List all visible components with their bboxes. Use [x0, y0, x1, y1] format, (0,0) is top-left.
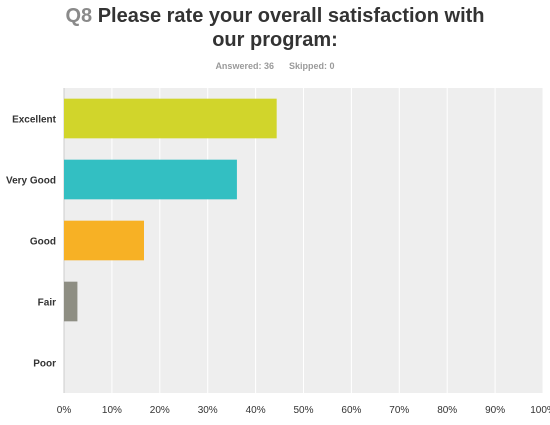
gridlines — [63, 88, 544, 393]
question-number: Q8 — [65, 5, 93, 27]
x-tick-labels: 0% 10% 20% 30% 40% 50% 60% 70% 80% 90% 100% — [57, 405, 550, 416]
title-line-1: Q8 Please rate your overall satisfaction… — [20, 4, 530, 28]
bar-fair[interactable] — [64, 281, 78, 322]
category-label: Very Good — [6, 176, 56, 187]
skipped-value: 0 — [329, 61, 335, 71]
bar-very-good[interactable] — [64, 159, 237, 200]
x-tick-label: 30% — [198, 405, 218, 416]
x-tick-label: 80% — [437, 405, 457, 416]
x-tick-label: 20% — [150, 405, 170, 416]
category-label: Excellent — [12, 115, 57, 126]
x-tick-label: 10% — [102, 405, 122, 416]
x-tick-label: 100% — [530, 405, 550, 416]
question-text-line-1: Please rate your overall satisfaction wi… — [97, 5, 485, 27]
answered-value: 36 — [263, 61, 274, 71]
bar-good[interactable] — [64, 220, 144, 261]
category-label: Poor — [33, 359, 56, 370]
question-text-line-2: our program: — [212, 29, 338, 51]
bars — [64, 98, 277, 322]
bar-excellent[interactable] — [64, 98, 277, 139]
x-tick-label: 0% — [57, 405, 72, 416]
x-tick-label: 50% — [293, 405, 313, 416]
category-label: Fair — [38, 298, 56, 309]
x-tick-label: 70% — [389, 405, 409, 416]
category-labels: Excellent Very Good Good Fair Poor — [6, 115, 57, 370]
x-tick-label: 40% — [246, 405, 266, 416]
skipped-label: Skipped: — [289, 61, 328, 71]
response-stats: Answered: 36 Skipped: 0 — [0, 61, 550, 71]
category-label: Good — [30, 237, 56, 248]
answered-label: Answered: — [215, 61, 262, 71]
x-tick-label: 90% — [485, 405, 505, 416]
x-tick-label: 60% — [341, 405, 361, 416]
chart-title: Q8 Please rate your overall satisfaction… — [20, 4, 530, 52]
